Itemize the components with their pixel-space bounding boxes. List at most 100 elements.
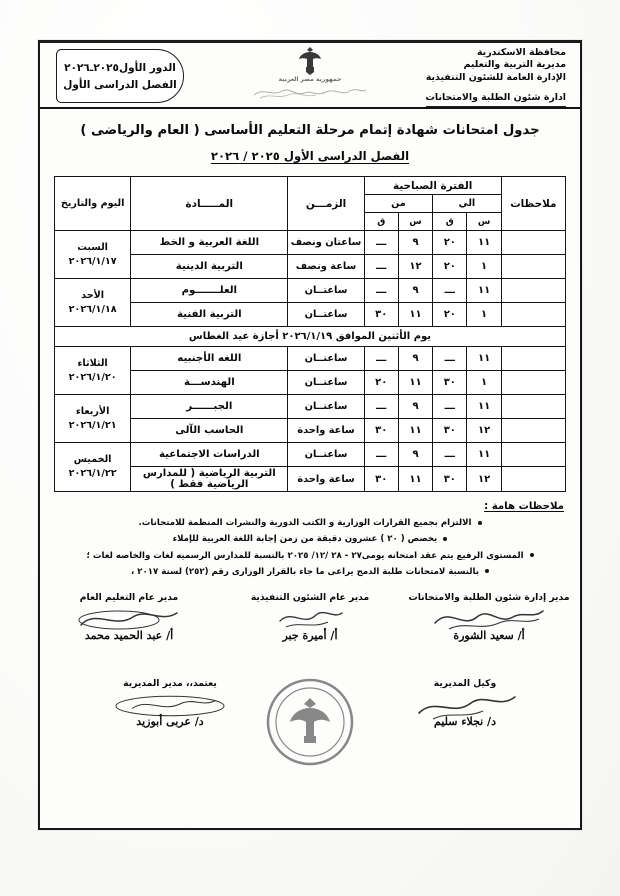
official-stamp-icon	[266, 679, 354, 766]
cell-to-hour: ١٢	[466, 466, 502, 492]
th-period-group: الفترة الصباحية	[363, 176, 502, 195]
cell-duration: ساعتــان	[287, 302, 365, 327]
cell-from-hour: ٩	[397, 442, 434, 467]
signature-name: أ/ سعيد الشورة	[453, 629, 525, 643]
exam-schedule-table: ملاحظات الفترة الصباحية الزمـــن المــــ…	[53, 176, 567, 492]
cell-from-hour: ١١	[397, 370, 434, 395]
cell-from-minute: ٣٠	[363, 418, 399, 443]
th-from-minute: ق	[363, 212, 399, 231]
cell-to-minute: ـــ	[432, 394, 468, 419]
cell-notes	[500, 418, 567, 443]
note-text: بالنسبة لامتحانات طلبة الدمج يراعى ما جا…	[131, 566, 479, 577]
term-semester-label: الفصل الدراسى الأول	[63, 78, 177, 91]
th-to: الي	[432, 194, 502, 213]
cell-from-minute: ـــ	[363, 278, 399, 303]
cell-to-minute: ٢٠	[432, 302, 468, 327]
cell-to-hour: ١١	[466, 442, 502, 467]
signature-block-directorate-manager: يعتمد،، مدير المديرية د/ عربى أبوزيد	[70, 678, 270, 728]
cell-subject: التربية الفنية	[130, 302, 289, 327]
cell-from-minute: ـــ	[363, 254, 399, 279]
cell-from-hour: ٩	[397, 346, 434, 371]
cell-day-date: الخميس ٢٠٢٦/١/٢٢	[53, 442, 132, 492]
cell-to-hour: ١١	[466, 230, 502, 255]
organization-block: محافظة الاسكندرية مديرية التربية والتعلي…	[425, 47, 566, 107]
signatures-section: مدير إدارة شئون الطلبة والامتحانات أ/ سع…	[40, 592, 580, 772]
th-to-hour: س	[466, 212, 502, 231]
cell-to-minute: ٣٠	[432, 418, 468, 443]
table-header-row-3: س ق س ق	[55, 212, 566, 231]
org-line-1: مديرية التربية والتعليم	[463, 59, 566, 71]
eagle-emblem-icon	[299, 47, 321, 75]
cell-from-hour: ٩	[397, 230, 434, 255]
signature-block-executive-affairs: مدير عام الشئون التنفيذية أ/ أميرة جبر	[225, 592, 395, 642]
cell-subject: العلـــــــوم	[130, 278, 289, 303]
signature-role: مدير عام الشئون التنفيذية	[250, 592, 370, 604]
cell-to-minute: ٢٠	[432, 254, 468, 279]
day-date: ٢٠٢٦/١/٢٢	[68, 468, 117, 479]
th-subject: المـــــادة	[130, 176, 289, 231]
table-row: ١٢ ٣٠ ١١ ٣٠ ساعة واحدة الحاسب الآلى	[55, 418, 567, 443]
cell-to-hour: ١١	[466, 278, 502, 303]
cell-from-hour: ٩	[397, 394, 434, 419]
signature-name: د/ عربى أبوزيد	[136, 715, 204, 729]
day-name: الخميس	[73, 454, 112, 466]
bullet-icon	[443, 536, 448, 541]
cell-duration: ساعتان ونصف	[287, 230, 365, 255]
signature-block-general-education: مدير عام التعليم العام أ/ عبد الحميد محم…	[44, 592, 214, 642]
signature-block-students-affairs: مدير إدارة شئون الطلبة والامتحانات أ/ سع…	[404, 592, 574, 642]
day-date: ٢٠٢٦/١/١٨	[68, 303, 117, 315]
header-divider	[40, 107, 580, 109]
th-to-minute: ق	[432, 212, 468, 231]
th-notes: ملاحظات	[500, 176, 567, 231]
signature-role: يعتمد،، مدير المديرية	[123, 678, 217, 690]
notes-list: الالتزام بجميع القرارات الوزارية و الكتب…	[56, 515, 564, 580]
cell-to-minute: ٣٠	[432, 466, 468, 492]
note-item: بالنسبة لامتحانات طلبة الدمج يراعى ما جا…	[56, 564, 564, 580]
term-box: الدور الأول٢٠٢٥ـ٢٠٢٦ الفصل الدراسى الأول	[56, 49, 184, 103]
cell-from-minute: ٣٠	[363, 302, 399, 327]
day-date: ٢٠٢٦/١/٢٠	[68, 371, 117, 383]
table-head: ملاحظات الفترة الصباحية الزمـــن المــــ…	[53, 176, 567, 231]
notes-title: ملاحظات هامة :	[484, 501, 564, 512]
cell-notes	[500, 466, 567, 492]
page-subtitle: الفصل الدراسى الأول ٢٠٢٥ / ٢٠٢٦	[210, 149, 410, 163]
cell-duration: ساعتــان	[287, 278, 365, 303]
note-text: الالتزام بجميع القرارات الوزارية و الكتب…	[138, 518, 472, 528]
org-line-2: الإدارة العامة للشئون التنفيذية	[425, 71, 566, 83]
cell-from-hour: ١١	[397, 418, 434, 443]
bullet-icon	[484, 569, 489, 574]
cell-to-minute: ٢٠	[432, 230, 468, 255]
bullet-icon	[529, 553, 534, 558]
header-handwriting-scribble	[253, 89, 367, 99]
cell-to-hour: ١	[466, 254, 502, 279]
cell-from-hour: ١٢	[397, 254, 434, 279]
day-name: الأحد	[81, 289, 105, 301]
table-row: ١١ ـــ ٩ ـــ ساعتــان الجبــــــر الأربعاء ٢٠٢٦…	[53, 394, 567, 443]
day-name: الثلاثاء	[77, 357, 108, 369]
day-date: ٢٠٢٦/١/٢١	[68, 419, 117, 431]
signature-role: مدير عام التعليم العام	[79, 592, 179, 604]
cell-subject: الجبــــــر	[130, 394, 289, 419]
cell-day-date: السبت ٢٠٢٦/١/١٧	[53, 230, 132, 279]
th-day-date: اليوم والتاريخ	[53, 176, 132, 231]
signature-name: أ/ أميرة جبر	[282, 629, 338, 643]
table-row: ١١ ـــ ٩ ـــ ساعتــان الدراسات الاجتماعية الخم…	[53, 442, 567, 492]
cell-notes	[500, 302, 567, 327]
cell-duration: ساعتــان	[287, 394, 365, 419]
page-title: جدول امتحانات شهادة إتمام مرحلة التعليم …	[80, 123, 540, 138]
cell-subject: اللغه الأجنبيه	[130, 346, 289, 371]
table-header-row-1: ملاحظات الفترة الصباحية الزمـــن المــــ…	[53, 176, 567, 231]
cell-from-minute: ٣٠	[363, 466, 399, 492]
note-item: المستوى الرفيع يتم عقد امتحانه يومى٢٧ - …	[56, 548, 564, 564]
cell-notes	[500, 370, 567, 395]
cell-duration: ساعتــان	[287, 442, 365, 467]
cell-subject: التربية الرياضية ( للمدارس الرياضية فقط …	[130, 466, 289, 492]
table-row: ١ ٢٠ ١٢ ـــ ساعة ونصف التربية الدينية	[55, 254, 567, 279]
cell-to-minute: ـــ	[432, 442, 468, 467]
cell-notes	[500, 346, 567, 371]
cell-duration: ساعة واحدة	[287, 466, 365, 492]
cell-from-hour: ٩	[397, 278, 434, 303]
cell-to-minute: ٣٠	[432, 370, 468, 395]
signature-name: د/ نجلاء سليم	[434, 715, 496, 729]
